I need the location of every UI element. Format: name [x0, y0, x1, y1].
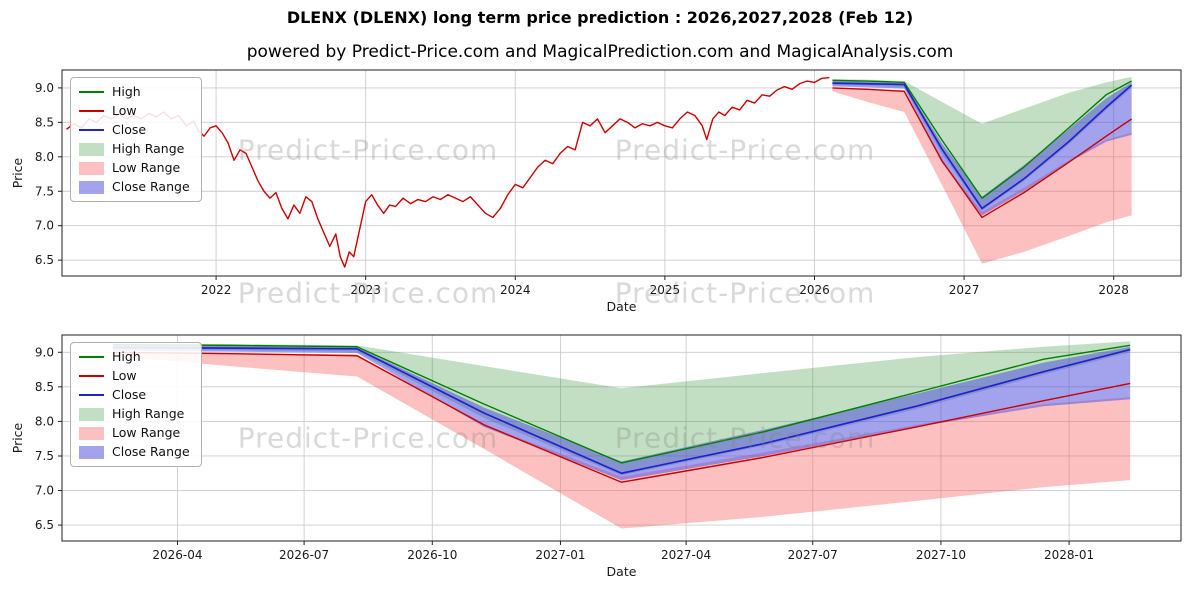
x-tick-label: 2027-01: [535, 548, 585, 562]
legend-label: High: [112, 84, 141, 99]
y-tick-label: 6.5: [35, 253, 54, 267]
y-tick-label: 9.0: [35, 345, 54, 359]
x-tick-label: 2024: [500, 283, 531, 297]
legend-label: High Range: [112, 141, 185, 156]
page-subtitle: powered by Predict-Price.com and Magical…: [246, 42, 954, 62]
page-title: DLENX (DLENX) long term price prediction…: [286, 8, 914, 27]
legend-label: Low Range: [112, 425, 181, 440]
legend-label: Close: [112, 122, 147, 137]
high-range-band: [112, 341, 1131, 476]
legend-line-swatch: [79, 129, 104, 131]
high-line: [112, 343, 1131, 464]
x-tick-label: 2027-10: [916, 548, 966, 562]
legend-label: Close Range: [112, 444, 190, 459]
y-tick-label: 8.0: [35, 150, 54, 164]
legend-patch-swatch: [79, 407, 104, 421]
legend-top-chart: High Low Close High Range Low Range Close Ran…: [70, 77, 202, 202]
y-tick-label: 8.5: [35, 115, 54, 129]
x-tick-label: 2028: [1098, 283, 1129, 297]
x-tick-label: 2027-07: [788, 548, 838, 562]
legend-entry-high-range: High Range: [79, 142, 190, 156]
legend-line-swatch: [79, 356, 104, 358]
y-tick-label: 6.5: [35, 518, 54, 532]
x-axis-label: Date: [607, 299, 637, 314]
y-axis-label: Price: [10, 422, 25, 453]
legend-entry-close: Close: [79, 123, 190, 137]
legend-entry-low-range: Low Range: [79, 161, 190, 175]
x-tick-label: 2027: [949, 283, 980, 297]
legend-line-swatch: [79, 91, 104, 93]
close-range-band: [832, 81, 1132, 216]
legend-patch-swatch: [79, 161, 104, 175]
y-tick-label: 7.0: [35, 219, 54, 233]
y-tick-label: 8.0: [35, 414, 54, 428]
legend-patch-swatch: [79, 180, 104, 194]
legend-line-swatch: [79, 375, 104, 377]
legend-entry-low-range: Low Range: [79, 426, 190, 440]
y-tick-label: 9.0: [35, 81, 54, 95]
low-range-band: [832, 87, 1132, 264]
y-tick-label: 7.0: [35, 484, 54, 498]
legend-label: Close: [112, 387, 147, 402]
high-line: [832, 79, 1132, 199]
legend-entry-close: Close: [79, 388, 190, 402]
legend-label: Low: [112, 103, 137, 118]
x-tick-label: 2023: [350, 283, 381, 297]
legend-label: High Range: [112, 406, 185, 421]
x-tick-label: 2026-04: [152, 548, 202, 562]
legend-line-swatch: [79, 110, 104, 112]
x-tick-label: 2028-01: [1044, 548, 1094, 562]
legend-entry-close-range: Close Range: [79, 445, 190, 459]
legend-entry-low: Low: [79, 104, 190, 118]
high-range-band: [832, 76, 1132, 211]
legend-entry-high: High: [79, 85, 190, 99]
legend-patch-swatch: [79, 142, 104, 156]
legend-patch-swatch: [79, 426, 104, 440]
legend-line-swatch: [79, 394, 104, 396]
legend-label: Low Range: [112, 160, 181, 175]
legend-label: Low: [112, 368, 137, 383]
x-tick-label: 2027-04: [661, 548, 711, 562]
legend-bottom-chart: High Low Close High Range Low Range Close Ran…: [70, 342, 202, 467]
legend-patch-swatch: [79, 445, 104, 459]
x-tick-label: 2026-07: [279, 548, 329, 562]
x-tick-label: 2026-10: [407, 548, 457, 562]
legend-entry-low: Low: [79, 369, 190, 383]
y-tick-label: 7.5: [35, 449, 54, 463]
legend-label: High: [112, 349, 141, 364]
low-line: [112, 351, 1131, 483]
plot-frame: [61, 334, 1182, 542]
legend-label: Close Range: [112, 179, 190, 194]
low-range-band: [112, 352, 1131, 529]
y-axis-label: Price: [10, 157, 25, 188]
y-tick-label: 8.5: [35, 380, 54, 394]
low-line: [832, 87, 1133, 219]
x-tick-label: 2022: [201, 283, 232, 297]
plot-frame: [61, 69, 1182, 277]
y-tick-label: 7.5: [35, 184, 54, 198]
close-line: [832, 82, 1133, 210]
close-line: [112, 346, 1131, 475]
legend-entry-high: High: [79, 350, 190, 364]
legend-entry-close-range: Close Range: [79, 180, 190, 194]
x-tick-label: 2025: [650, 283, 681, 297]
legend-entry-high-range: High Range: [79, 407, 190, 421]
x-axis-label: Date: [607, 564, 637, 579]
close-range-band: [112, 345, 1131, 481]
x-tick-label: 2026: [799, 283, 830, 297]
